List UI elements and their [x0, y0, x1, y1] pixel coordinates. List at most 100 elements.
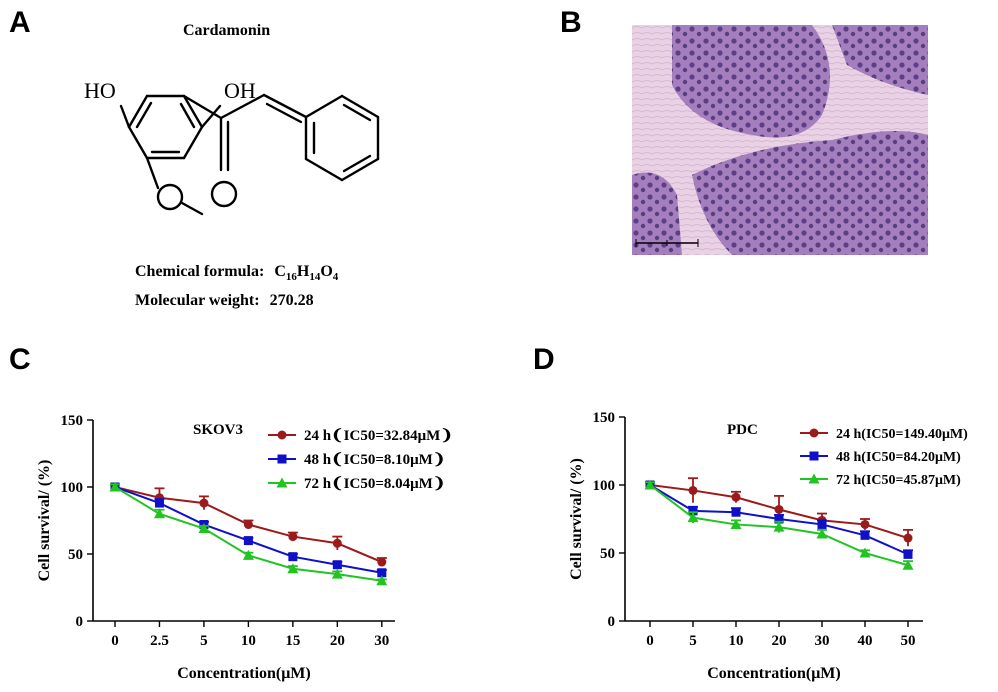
data-point	[199, 498, 209, 508]
x-tick-label: 20	[772, 633, 787, 649]
x-tick-label: 10	[729, 633, 744, 649]
histology-image	[632, 25, 928, 255]
x-axis-label: Concentration(μM)	[177, 665, 310, 682]
data-point	[903, 549, 913, 559]
x-tick-label: 5	[689, 633, 697, 649]
data-point	[287, 563, 299, 574]
data-point	[198, 523, 210, 534]
ho-label: HO	[84, 78, 116, 103]
series-0: 24 h❨IC50=32.84μM❩	[110, 428, 453, 567]
data-point	[859, 547, 871, 558]
x-tick-label: 20	[330, 633, 345, 649]
x-tick-label: 0	[646, 633, 654, 649]
data-point	[288, 552, 298, 562]
legend-marker	[277, 430, 287, 440]
y-tick-label: 50	[600, 546, 615, 562]
x-tick-label: 0	[111, 633, 119, 649]
chart-plot-group: 0 50 100 150 0 2.5 5 10 15 20 30 Concentration(μM) C…	[36, 413, 453, 682]
x-tick-label: 2.5	[150, 633, 169, 649]
data-point	[774, 514, 784, 524]
oh-label: OH	[224, 78, 256, 103]
chemical-structure: HO OH	[84, 78, 380, 216]
formula-label: Chemical formula:	[135, 263, 265, 280]
data-point	[288, 532, 298, 542]
legend-label: 24 h❨IC50=32.84μM❩	[304, 428, 453, 444]
data-point	[242, 549, 254, 560]
data-point	[731, 507, 741, 517]
y-tick-label: 50	[68, 547, 83, 563]
y-tick-label: 150	[593, 410, 616, 426]
panel-letter-d: D	[533, 343, 555, 376]
y-axis-label: Cell survival/ (%)	[568, 458, 585, 580]
molecule-name: Cardamonin	[183, 22, 271, 39]
panel-letter-c: C	[9, 343, 31, 376]
panel-letter-a: A	[9, 6, 31, 39]
legend-label: 48 h(IC50=84.20μM)	[836, 450, 961, 465]
molecule-info: Chemical formula: C16H14O4 Molecular wei…	[135, 260, 338, 313]
legend-marker	[809, 451, 819, 461]
panel-letter-b: B	[560, 6, 582, 39]
formula-row: Chemical formula: C16H14O4	[135, 260, 338, 289]
y-tick-label: 0	[76, 614, 84, 630]
scale-bar	[635, 239, 699, 247]
series-2: 72 h❨IC50=8.04μM❩	[109, 476, 445, 586]
data-point	[816, 528, 828, 539]
legend-marker	[277, 454, 287, 464]
data-point	[774, 504, 784, 514]
y-tick-label: 150	[61, 413, 84, 429]
chart-pdc: 0 50 100 150 0 5 10 20 30 40 50 Concentration(μM) Ce…	[568, 410, 968, 682]
data-point	[376, 575, 388, 586]
data-point	[817, 519, 827, 529]
data-point	[644, 479, 656, 490]
data-point	[153, 508, 165, 519]
legend-marker	[276, 477, 288, 488]
formula-value: C16H14O4	[274, 263, 339, 284]
x-axis-label: Concentration(μM)	[707, 665, 840, 682]
data-point	[688, 485, 698, 495]
data-point	[154, 498, 164, 508]
data-point	[109, 481, 121, 492]
series-2: 72 h(IC50=45.87μM)	[644, 473, 961, 570]
x-tick-label: 15	[285, 633, 300, 649]
legend-label: 48 h❨IC50=8.10μM❩	[304, 452, 445, 468]
chart-skov3: 0 50 100 150 0 2.5 5 10 15 20 30 Concentration(μM) C…	[36, 413, 453, 682]
x-tick-label: 50	[901, 633, 916, 649]
data-point	[243, 536, 253, 546]
chart-plot-group: 0 50 100 150 0 5 10 20 30 40 50 Concentration(μM) Ce…	[568, 410, 968, 682]
data-point	[860, 530, 870, 540]
y-tick-label: 0	[608, 614, 616, 630]
weight-value: 270.28	[269, 292, 314, 310]
data-point	[377, 568, 387, 578]
data-point	[331, 568, 343, 579]
y-tick-label: 100	[593, 478, 616, 494]
y-axis-label: Cell survival/ (%)	[36, 460, 53, 582]
data-point	[687, 512, 699, 523]
legend-marker	[809, 428, 819, 438]
data-point	[773, 521, 785, 532]
legend-label: 72 h(IC50=45.87μM)	[836, 473, 961, 488]
data-point	[243, 520, 253, 530]
x-tick-label: 30	[815, 633, 830, 649]
chart-title: PDC	[727, 422, 758, 438]
data-point	[902, 559, 914, 570]
data-point	[730, 518, 742, 529]
weight-row: Molecular weight: 270.28	[135, 289, 338, 313]
x-tick-label: 10	[241, 633, 256, 649]
legend-label: 24 h(IC50=149.40μM)	[836, 427, 968, 442]
data-point	[731, 492, 741, 502]
x-tick-label: 5	[200, 633, 208, 649]
legend-marker	[808, 473, 820, 484]
data-point	[688, 506, 698, 516]
legend-label: 72 h❨IC50=8.04μM❩	[304, 476, 445, 492]
data-point	[903, 533, 913, 543]
x-tick-label: 30	[374, 633, 389, 649]
data-point	[860, 519, 870, 529]
y-tick-label: 100	[61, 480, 84, 496]
data-point	[332, 538, 342, 548]
chart-title: SKOV3	[193, 422, 243, 438]
weight-label: Molecular weight:	[135, 292, 260, 310]
series-1: 48 h(IC50=84.20μM)	[645, 450, 961, 559]
data-point	[377, 557, 387, 567]
data-point	[332, 560, 342, 570]
x-tick-label: 40	[858, 633, 873, 649]
